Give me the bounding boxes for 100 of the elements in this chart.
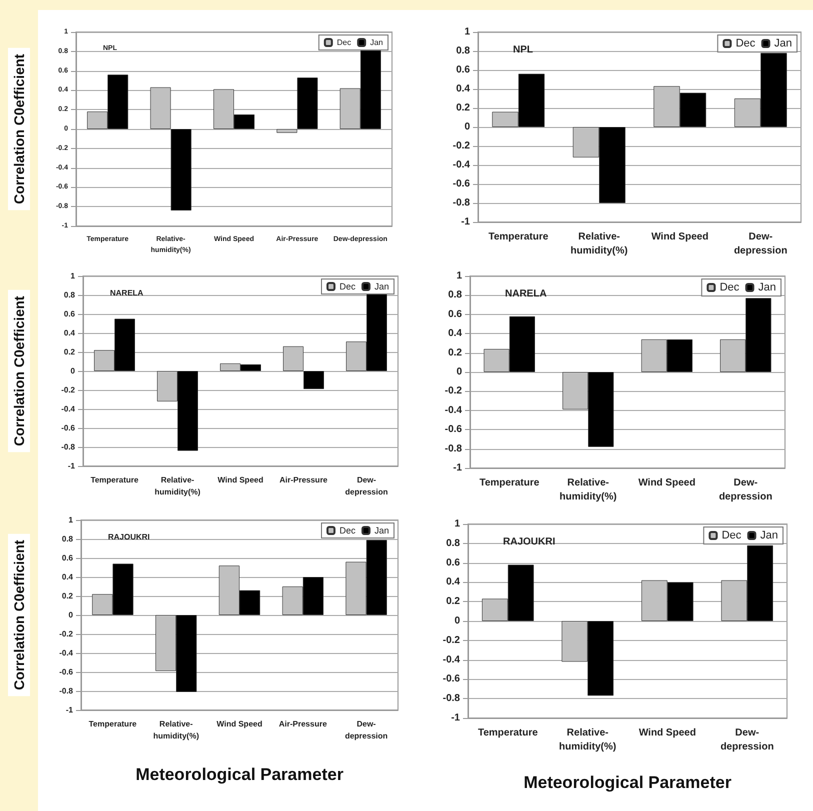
x-tick-label: Relative- humidity(%) bbox=[153, 720, 200, 740]
y-tick-label: 0.2 bbox=[446, 596, 460, 608]
y-tick-label: 0.6 bbox=[64, 310, 76, 318]
y-tick-label: -1 bbox=[66, 706, 74, 714]
y-tick-label: 0.8 bbox=[64, 290, 76, 300]
text: RAJOUKRI bbox=[503, 536, 556, 548]
x-tick-label: Relative- humidity(%) bbox=[560, 478, 617, 502]
y-tick-label: 1 bbox=[464, 26, 470, 38]
y-axis-title: Correlation C0efficient bbox=[11, 296, 27, 446]
y-tick-label: 0.4 bbox=[446, 576, 460, 588]
y-tick-label: -1 bbox=[453, 462, 462, 474]
y-tick-label: 0 bbox=[68, 610, 74, 620]
y-tick-label: -0.2 bbox=[59, 630, 74, 638]
x-tick-label: Temperature bbox=[90, 476, 139, 484]
legend-label: Dec bbox=[722, 530, 742, 542]
y-tick-label: 0 bbox=[456, 366, 462, 378]
y-tick-label: 0.6 bbox=[448, 308, 462, 320]
y-tick-label: -0.2 bbox=[61, 386, 76, 394]
x-tick-label: Dew- depression bbox=[718, 478, 772, 502]
y-tick-label: -0.8 bbox=[452, 198, 470, 208]
x-tick-label: Dew- depression bbox=[344, 720, 388, 740]
y-tick-label: 0.2 bbox=[62, 592, 74, 600]
y-tick-label: 0.6 bbox=[62, 554, 74, 562]
y-tick-label: -0.6 bbox=[61, 424, 76, 432]
legend-label: Jan bbox=[758, 282, 776, 294]
legend-label: Jan bbox=[370, 38, 384, 47]
y-tick-label: -0.8 bbox=[59, 686, 74, 696]
y-tick-label: 0 bbox=[464, 122, 470, 132]
legend-label: Dec bbox=[720, 282, 740, 294]
y-tick-label: -0.4 bbox=[452, 160, 470, 170]
y-tick-label: -0.4 bbox=[442, 654, 460, 666]
y-tick-label: -0.8 bbox=[61, 442, 76, 452]
y-tick-label: 0.8 bbox=[62, 534, 74, 544]
x-tick-label: Temperature bbox=[88, 720, 138, 728]
legend-label: Jan bbox=[374, 526, 390, 536]
y-tick-label: 0.4 bbox=[456, 84, 470, 94]
x-tick-label: Wind Speed bbox=[216, 720, 262, 728]
x-tick-label: Relative- humidity(%) bbox=[559, 728, 616, 752]
x-tick-label: Wind Speed bbox=[651, 232, 708, 242]
y-tick-label: -0.8 bbox=[444, 443, 462, 454]
y-tick-label: -0.6 bbox=[452, 178, 470, 190]
x-tick-label: Dew- depression bbox=[720, 728, 774, 752]
legend-label: Dec bbox=[336, 38, 352, 47]
y-tick-label: 0.8 bbox=[448, 290, 462, 301]
x-tick-label: Wind Speed bbox=[638, 478, 696, 488]
bar bbox=[283, 346, 304, 371]
y-tick-label: -0.4 bbox=[59, 648, 74, 658]
text: NARELA bbox=[110, 288, 144, 298]
x-tick-label: Wind Speed bbox=[638, 728, 696, 738]
x-tick-label: Air-Pressure bbox=[278, 720, 328, 728]
y-tick-label: -1 bbox=[68, 462, 76, 470]
y-tick-label: 0.4 bbox=[448, 328, 462, 340]
y-tick-label: -0.4 bbox=[61, 404, 76, 414]
y-tick-label: 0.6 bbox=[446, 557, 460, 568]
legend-label: Jan bbox=[374, 282, 390, 292]
y-tick-label: 0.2 bbox=[448, 347, 462, 358]
y-tick-label: -0.2 bbox=[452, 140, 470, 152]
y-tick-label: 0.8 bbox=[446, 538, 460, 549]
y-tick-label: -0.6 bbox=[444, 424, 462, 436]
legend-label: Jan bbox=[760, 530, 778, 542]
y-tick-label: 0 bbox=[70, 366, 76, 376]
bar bbox=[304, 371, 324, 390]
legend-label: Jan bbox=[774, 38, 792, 50]
x-tick-label: Temperature bbox=[478, 728, 538, 738]
y-tick-label: 0.4 bbox=[64, 328, 76, 338]
y-tick-label: 0.4 bbox=[62, 572, 74, 582]
y-tick-label: 0.2 bbox=[64, 348, 76, 356]
y-tick-label: 1 bbox=[454, 518, 460, 530]
y-tick-label: -0.8 bbox=[442, 693, 460, 704]
legend-label: Dec bbox=[736, 38, 756, 50]
x-tick-label: Temperature bbox=[479, 478, 540, 488]
y-tick-label: -0.6 bbox=[59, 668, 74, 676]
y-tick-label: 0.2 bbox=[456, 102, 470, 114]
y-axis-title: Correlation C0efficient bbox=[11, 540, 27, 690]
text: RAJOUKRI bbox=[108, 532, 150, 542]
y-tick-label: -0.2 bbox=[442, 634, 460, 646]
x-tick-label: Relative- humidity(%) bbox=[154, 476, 201, 496]
legend-label: Dec bbox=[339, 526, 356, 536]
y-tick-label: 1 bbox=[68, 516, 74, 524]
y-tick-label: -0.6 bbox=[442, 674, 460, 685]
x-axis-title: Meteorological Parameter bbox=[136, 765, 344, 784]
y-tick-label: 1 bbox=[456, 270, 462, 282]
legend-label: Dec bbox=[339, 282, 356, 292]
x-tick-label: Relative- humidity(%) bbox=[570, 232, 628, 256]
y-tick-label: -1 bbox=[451, 712, 460, 724]
y-tick-label: 1 bbox=[70, 272, 76, 280]
text: NPL bbox=[513, 44, 533, 56]
y-tick-label: -0.2 bbox=[444, 386, 462, 397]
x-axis-title: Meteorological Parameter bbox=[524, 773, 732, 792]
y-tick-label: -0.4 bbox=[444, 404, 462, 416]
text: NARELA bbox=[505, 288, 547, 300]
y-tick-label: 0.6 bbox=[456, 64, 470, 76]
y-axis-title: Correlation C0efficient bbox=[11, 54, 27, 204]
y-tick-label: -1 bbox=[461, 216, 470, 228]
x-tick-label: Wind Speed bbox=[218, 476, 264, 484]
x-tick-label: Dew- depression bbox=[734, 232, 788, 256]
x-tick-label: Air-Pressure bbox=[279, 476, 328, 484]
x-tick-label: Temperature bbox=[488, 232, 549, 242]
x-tick-label: Dew- depression bbox=[345, 476, 388, 496]
y-tick-label: 0.8 bbox=[456, 46, 470, 56]
